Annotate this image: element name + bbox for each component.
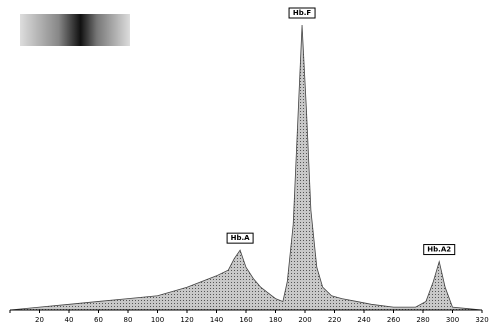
x-tick-label: 80 [124, 316, 133, 324]
annotation-box [423, 244, 456, 256]
x-tick-label: 240 [357, 316, 370, 324]
x-tick-label: 40 [65, 316, 74, 324]
x-tick-label: 200 [298, 316, 311, 324]
x-tick-label: 20 [35, 316, 44, 324]
x-tick-label: 260 [387, 316, 400, 324]
x-tick-label: 140 [210, 316, 223, 324]
x-tick-label: 280 [416, 316, 429, 324]
color-strip [20, 14, 130, 46]
annotation: Hb.F [293, 9, 312, 17]
area [10, 25, 482, 310]
area-outline [9, 24, 483, 311]
x-tick-label: 160 [239, 316, 252, 324]
annotation: Hb.A [231, 234, 251, 242]
x-tick-label: 120 [180, 316, 193, 324]
x-tick-label: 180 [269, 316, 282, 324]
x-tick-label: 220 [328, 316, 341, 324]
x-tick-label: 60 [94, 316, 103, 324]
x-tick-label: 300 [446, 316, 459, 324]
x-tick-label: 320 [475, 316, 488, 324]
annotation-box [288, 7, 316, 19]
x-tick-label: 100 [151, 316, 164, 324]
annotation: Hb.A2 [427, 246, 451, 254]
annotation-box [226, 232, 254, 244]
